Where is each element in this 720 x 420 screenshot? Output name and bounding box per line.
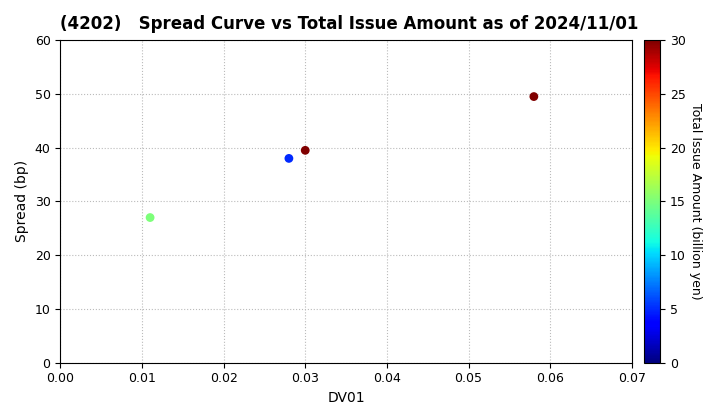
Point	[144, 214, 156, 221]
Point	[528, 93, 539, 100]
Y-axis label: Total Issue Amount (billion yen): Total Issue Amount (billion yen)	[690, 103, 703, 300]
Text: (4202)   Spread Curve vs Total Issue Amount as of 2024/11/01: (4202) Spread Curve vs Total Issue Amoun…	[60, 15, 639, 33]
X-axis label: DV01: DV01	[328, 391, 365, 405]
Point	[300, 147, 311, 154]
Point	[283, 155, 294, 162]
Y-axis label: Spread (bp): Spread (bp)	[15, 160, 29, 242]
